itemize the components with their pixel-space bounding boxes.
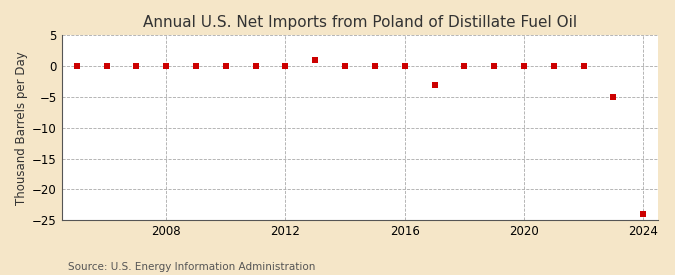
Point [489, 64, 500, 68]
Point [548, 64, 559, 68]
Point [459, 64, 470, 68]
Text: Source: U.S. Energy Information Administration: Source: U.S. Energy Information Administ… [68, 262, 315, 272]
Point [190, 64, 201, 68]
Point [310, 58, 321, 62]
Point [72, 64, 82, 68]
Point [220, 64, 231, 68]
Y-axis label: Thousand Barrels per Day: Thousand Barrels per Day [15, 51, 28, 205]
Point [400, 64, 410, 68]
Point [101, 64, 112, 68]
Point [429, 82, 440, 87]
Point [369, 64, 380, 68]
Point [41, 64, 52, 68]
Title: Annual U.S. Net Imports from Poland of Distillate Fuel Oil: Annual U.S. Net Imports from Poland of D… [143, 15, 577, 30]
Point [250, 64, 261, 68]
Point [638, 212, 649, 216]
Point [131, 64, 142, 68]
Point [340, 64, 350, 68]
Point [578, 64, 589, 68]
Point [608, 95, 619, 99]
Point [518, 64, 529, 68]
Point [280, 64, 291, 68]
Point [161, 64, 171, 68]
